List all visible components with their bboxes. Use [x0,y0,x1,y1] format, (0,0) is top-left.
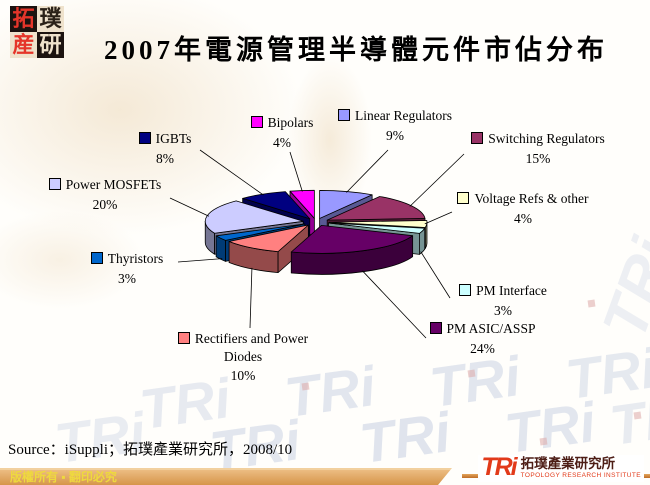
logo-char: 研 [37,32,64,58]
pie-label-percent: 10% [230,368,256,384]
pie-label-percent: 24% [470,340,495,356]
logo-char: 産 [10,32,37,58]
pie-label-text: Bipolars [267,115,314,130]
pie-label-text: Rectifiers and Power Diodes [194,331,309,364]
pie-label-percent: 3% [494,302,512,318]
source-note: Source：iSuppli；拓璞產業研究所，2008/10 [8,442,293,458]
pie-label: Switching Regulators 15% [458,130,618,167]
pie-label: IGBTs 8% [120,130,210,167]
pie-label-text: IGBTs [155,131,192,146]
pie-label-percent: 20% [92,196,118,212]
pie-label-text: Power MOSFETs [65,177,162,192]
legend-swatch-icon [457,192,470,204]
leader-line [346,149,389,193]
pie-label-text: Thyristors [107,251,164,266]
pie-label: Thyristors 3% [72,250,182,287]
leader-line [177,258,223,263]
org-name-en: TOPOLOGY RESEARCH INSTITUTE [520,471,641,479]
pie-label-text: PM Interface [476,283,547,298]
pie-label: PM Interface 3% [448,282,558,319]
leader-line [420,251,451,299]
pie-label: Voltage Refs & other 4% [448,190,598,227]
pie-label-percent: 8% [156,150,174,166]
legend-swatch-icon [90,252,103,264]
legend-swatch-icon [250,116,263,128]
pie-label-percent: 15% [525,150,551,166]
pie-label-text: Voltage Refs & other [474,191,589,206]
pie-label-percent: 9% [386,127,404,143]
legend-swatch-icon [337,109,350,121]
pie-label: Power MOSFETs 20% [35,176,175,213]
leader-line [169,197,210,217]
legend-swatch-icon [459,284,472,296]
pie-label: Rectifiers and Power Diodes 10% [162,330,324,385]
pie-label: Bipolars 4% [236,114,328,151]
copyright-text: 版權所有 ▪ 翻印必究 [10,470,117,484]
page-title: 2007年電源管理半導體元件市佔分布 [104,35,608,65]
tri-logotype: TRi [481,453,517,482]
pie-label-percent: 4% [273,134,291,150]
logo-char: 拓 [10,6,37,32]
tri-seal-logo: 拓 璞 産 研 [10,6,64,58]
organization-logo: TRi 拓璞產業研究所 TOPOLOGY RESEARCH INSTITUTE [478,455,644,482]
legend-swatch-icon [177,332,190,344]
pie-label-text: Linear Regulators [354,108,453,123]
legend-swatch-icon [48,178,61,190]
pie-label: Linear Regulators 9% [330,107,460,144]
legend-swatch-icon [471,132,484,144]
legend-swatch-icon [429,322,442,334]
org-name-cn: 拓璞產業研究所 [520,456,616,472]
pie-label-text: Switching Regulators [488,131,605,146]
copyright-bar: 版權所有 ▪ 翻印必究 [0,468,452,485]
pie-label: PM ASIC/ASSP 24% [420,320,545,357]
leader-line [289,151,303,192]
pie-label-text: PM ASIC/ASSP [446,321,536,336]
logo-char: 璞 [37,6,64,32]
leader-line [249,267,253,329]
pie-label-percent: 3% [118,270,136,286]
leader-line [362,270,427,339]
pie-label-percent: 4% [514,210,532,226]
legend-swatch-icon [138,132,151,144]
